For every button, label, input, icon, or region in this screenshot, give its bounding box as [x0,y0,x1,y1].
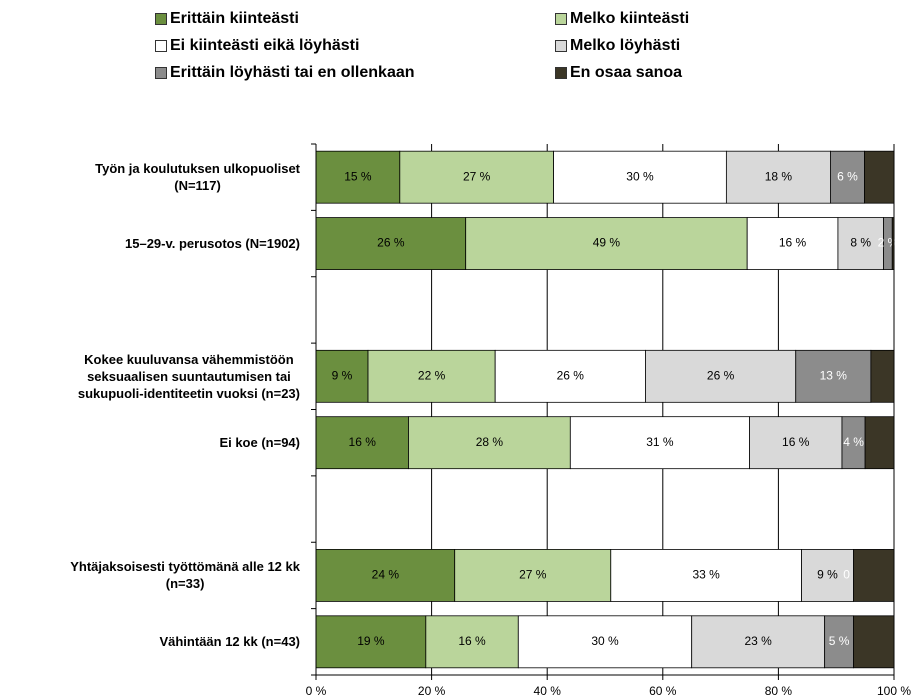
value-label: 27 % [519,568,547,582]
bar-segment [494,349,646,403]
value-label: 9 % [332,368,353,382]
legend-label: Erittäin löyhästi tai en ollenkaan [170,64,415,81]
legend-swatch [555,67,567,79]
legend-swatch [155,13,167,25]
value-label: 16 % [458,634,486,648]
x-tick-label: 80 % [765,684,793,698]
bar-segment [315,416,409,470]
value-label: 4 % [843,435,864,449]
value-label: 16 % [782,435,810,449]
bar-segment [725,150,831,204]
bar-segment [610,549,802,602]
bar-segment [746,217,839,270]
x-tick-label: 20 % [418,684,446,698]
category-label: 15–29-v. perusotos (N=1902) [0,214,300,274]
legend-item: Melko kiinteästi [555,10,689,28]
category-label: Kokee kuuluvansa vähemmistöön seksuaalis… [0,346,300,406]
bar-segment [891,217,895,270]
value-label: 13 % [820,368,848,382]
value-label: 26 % [707,368,735,382]
bar-segment [465,217,748,270]
value-label: 18 % [765,169,793,183]
value-label: 28 % [476,435,504,449]
legend-item: Erittäin löyhästi tai en ollenkaan [155,64,415,82]
legend-item: Melko löyhästi [555,37,680,55]
category-text: Työn ja koulutuksen ulkopuoliset (N=117) [95,161,300,194]
bar-segment [830,150,865,204]
bar-segment [870,349,895,403]
value-label: 19 % [357,634,385,648]
bar-segment [315,549,456,602]
category-text: 15–29-v. perusotos (N=1902) [125,236,300,252]
value-label: 16 % [779,236,807,250]
bar-segment [824,615,854,669]
x-tick-label: 40 % [534,684,562,698]
legend-item: En osaa sanoa [555,64,682,82]
legend-swatch [155,67,167,79]
value-label: 22 % [418,368,446,382]
value-label: 26 % [557,368,585,382]
value-label: 23 % [744,634,772,648]
value-label: 2 % [878,236,899,250]
bar-segment [801,549,854,602]
legend-swatch [555,13,567,25]
value-label: 26 % [377,236,405,250]
bar-segment [853,549,895,602]
value-label: 31 % [646,435,674,449]
value-label: 16 % [349,435,377,449]
value-label: 30 % [626,169,654,183]
value-label: 9 % [817,568,838,582]
value-label: 24 % [372,568,400,582]
bar-segment [569,416,750,470]
value-label: 30 % [591,634,619,648]
value-label: 5 % [829,634,850,648]
legend-label: Ei kiinteästi eikä löyhästi [170,37,360,54]
category-text: Ei koe (n=94) [219,435,300,451]
bar-segment [315,615,427,669]
legend-swatch [155,40,167,52]
legend-swatch [555,40,567,52]
x-tick-label: 100 % [877,684,911,698]
legend-label: En osaa sanoa [570,64,683,81]
category-text: Kokee kuuluvansa vähemmistöön seksuaalis… [77,351,300,401]
bar-segment [864,416,895,470]
category-label: Ei koe (n=94) [0,413,300,473]
value-label: 8 % [850,236,871,250]
x-tick-label: 60 % [649,684,677,698]
value-label: 27 % [463,169,491,183]
category-label: Työn ja koulutuksen ulkopuoliset (N=117) [0,147,300,207]
value-label: 49 % [593,236,621,250]
legend-item: Ei kiinteästi eikä löyhästi [155,37,359,55]
legend-item: Erittäin kiinteästi [155,10,299,28]
legend-label: Melko kiinteästi [570,10,690,27]
bar-segment [315,217,467,270]
bar-segment [408,416,571,470]
value-label: 15 % [344,169,372,183]
x-tick-label: 0 % [306,684,327,698]
bar-segment [645,349,797,403]
bar-segment [853,615,895,669]
category-text: Yhtäjaksoisesti työttömänä alle 12 kk (n… [70,559,300,592]
bar-segment [864,150,895,204]
category-label: Vähintään 12 kk (n=43) [0,612,300,672]
value-label: 33 % [692,568,720,582]
bar-segment [454,549,612,602]
bar-segment [749,416,843,470]
legend-label: Erittäin kiinteästi [170,10,299,27]
bar-segment [691,615,826,669]
category-text: Vähintään 12 kk (n=43) [159,634,300,650]
bar-segment [367,349,496,403]
value-label: 6 % [837,169,858,183]
legend-label: Melko löyhästi [570,37,681,54]
category-label: Yhtäjaksoisesti työttömänä alle 12 kk (n… [0,545,300,605]
